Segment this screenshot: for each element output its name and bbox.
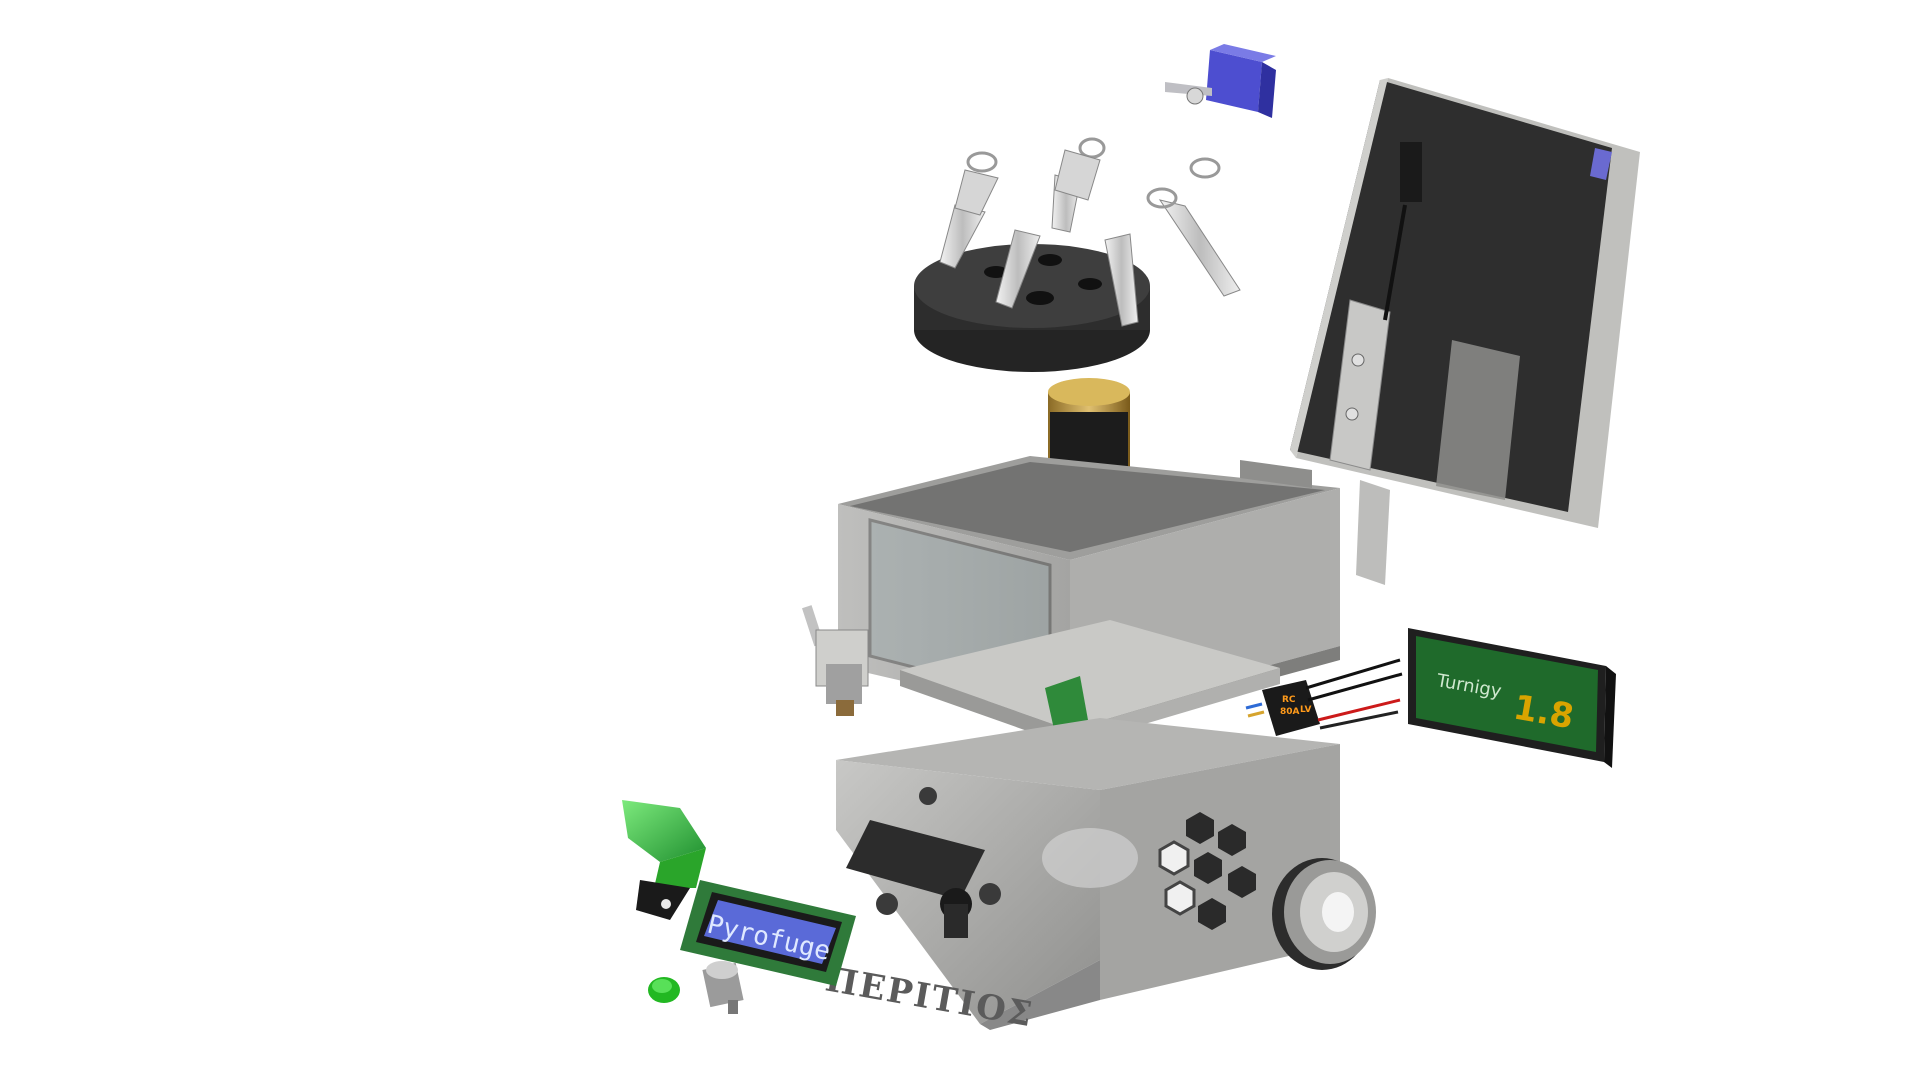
push-button (702, 961, 744, 1014)
esc-label-top: RC (1282, 695, 1296, 705)
esc-controller: RC 80A LV (1245, 658, 1403, 736)
esc-label-mid: 80A (1280, 707, 1300, 717)
lcd-module: Pyrofuge (680, 880, 856, 986)
lower-base: ΠΕΡΙΤΙΟΣ (822, 718, 1340, 1035)
servo-motor (1165, 44, 1276, 118)
esc-label-bottom: LV (1300, 705, 1311, 715)
hex-vents (1158, 812, 1256, 930)
green-led (648, 977, 680, 1003)
safety-switch-cover (622, 800, 706, 920)
toggle-switch (802, 605, 869, 716)
speaker-cone (1272, 858, 1376, 970)
rotor-assembly (914, 137, 1241, 372)
centrifuge-tubes (939, 137, 1241, 327)
lipo-battery: Turnigy 1.8 (1408, 628, 1616, 768)
lid-panel (1290, 78, 1640, 585)
